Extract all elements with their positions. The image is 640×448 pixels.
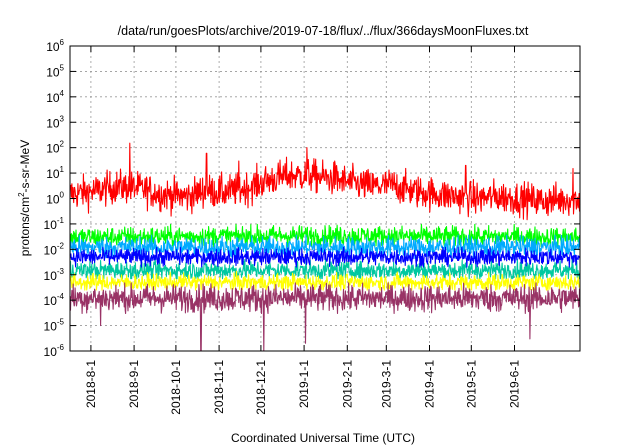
x-tick-label: 2018-9-1 [127, 360, 141, 408]
x-tick-label: 2019-1-1 [297, 360, 311, 408]
series-line-4 [69, 257, 581, 280]
x-tick-label: 2019-6-1 [508, 360, 522, 408]
x-tick-label: 2019-4-1 [423, 360, 437, 408]
y-tick-label: 102 [46, 140, 64, 156]
x-tick-label: 2018-8-1 [84, 360, 98, 408]
y-tick-base: 10 [46, 65, 60, 79]
y-tick-exponent: -1 [57, 216, 65, 225]
series-layer [69, 142, 581, 352]
y-tick-exponent: 6 [60, 38, 65, 47]
y-tick-exponent: 4 [60, 89, 65, 98]
x-tick-label: 2019-3-1 [379, 360, 393, 408]
y-tick-label: 10-5 [44, 318, 65, 334]
y-tick-label: 101 [46, 165, 64, 181]
x-tick-label: 2019-5-1 [464, 360, 478, 408]
y-tick-label: 10-1 [44, 216, 65, 232]
y-tick-base: 10 [46, 40, 60, 54]
chart-title: /data/run/goesPlots/archive/2019-07-18/f… [118, 24, 529, 38]
y-tick-base: 10 [44, 345, 58, 359]
y-tick-exponent: -6 [57, 343, 65, 352]
series-line-6 [69, 270, 581, 291]
y-tick-label: 10-4 [44, 292, 65, 308]
y-tick-base: 10 [44, 243, 58, 257]
y-tick-label: 10-3 [44, 267, 65, 283]
y-tick-label: 100 [46, 191, 64, 207]
y-tick-exponent: -4 [57, 292, 65, 301]
y-tick-label: 103 [46, 114, 64, 130]
y-tick-label: 106 [46, 38, 64, 54]
y-tick-exponent: 5 [60, 63, 65, 72]
series-line-3 [69, 234, 581, 260]
y-tick-label: 105 [46, 63, 64, 79]
y-tick-exponent: 0 [60, 191, 65, 200]
y-tick-base: 10 [46, 193, 60, 207]
x-tick-labels: 2018-8-1 2018-9-1 2018-10-1 2018-11-1 2018-1… [84, 360, 522, 415]
y-tick-exponent: -2 [57, 241, 65, 250]
y-axis-title-rest: -s-sr-MeV [18, 140, 32, 193]
series-line-7 [69, 282, 581, 352]
y-tick-base: 10 [44, 294, 58, 308]
series-line-1 [69, 142, 581, 221]
y-tick-exponent: -5 [57, 318, 65, 327]
y-tick-label: 104 [46, 89, 64, 105]
y-tick-label: 10-2 [44, 241, 65, 257]
series-line-2 [69, 223, 581, 248]
x-tick-label: 2018-12-1 [254, 360, 268, 415]
y-tick-exponent: 1 [60, 165, 65, 174]
y-tick-exponent: -3 [57, 267, 65, 276]
y-tick-exponent: 2 [60, 140, 65, 149]
y-tick-base: 10 [44, 320, 58, 334]
y-tick-base: 10 [44, 269, 58, 283]
x-tick-label: 2019-2-1 [340, 360, 354, 408]
y-tick-base: 10 [44, 218, 58, 232]
series-line-5 [69, 246, 581, 268]
y-tick-label: 10-6 [44, 343, 65, 359]
x-axis-title: Coordinated Universal Time (UTC) [231, 431, 415, 445]
x-tick-label: 2018-10-1 [169, 360, 183, 415]
y-tick-base: 10 [46, 116, 60, 130]
y-tick-base: 10 [46, 91, 60, 105]
y-axis-title-superscript: 2 [17, 192, 26, 197]
tick-layer [70, 45, 580, 352]
y-axis-title: protons/cm2-s-sr-MeV [17, 140, 32, 256]
y-tick-base: 10 [46, 142, 60, 156]
y-tick-base: 10 [46, 167, 60, 181]
y-tick-labels: 10-610-510-410-310-210-11001011021031041… [44, 38, 65, 359]
x-tick-label: 2018-11-1 [212, 360, 226, 414]
y-axis-title-main: protons/cm [18, 197, 32, 256]
y-tick-exponent: 3 [60, 114, 65, 123]
